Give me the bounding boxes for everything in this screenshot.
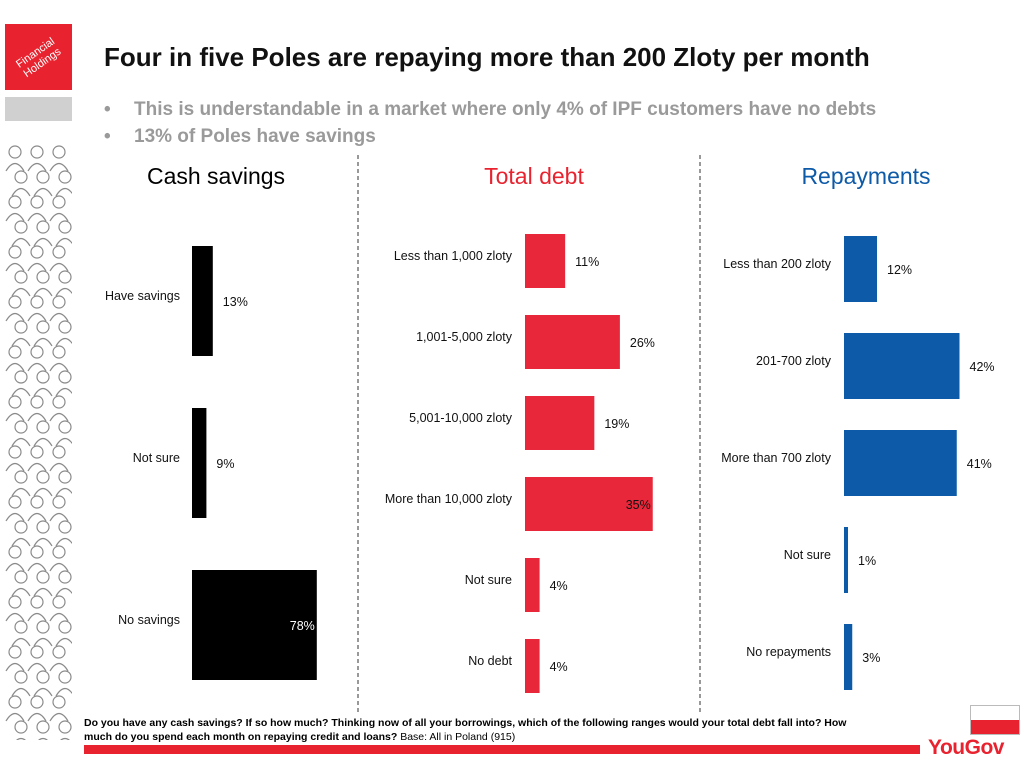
data-label: 26% [630,336,655,350]
bar [192,570,317,680]
bar [844,430,957,496]
data-label: 11% [575,255,599,269]
category-label: 1,001-5,000 zloty [416,330,513,344]
bar [844,333,960,399]
chart-title: Cash savings [147,163,285,189]
bar [525,315,620,369]
category-label: Have savings [105,289,180,303]
category-label: More than 700 zloty [721,451,832,465]
bar [844,236,877,302]
page-title: Four in five Poles are repaying more tha… [104,42,870,72]
bar [192,246,213,356]
category-label: No repayments [746,645,831,659]
category-label: Less than 200 zloty [723,257,831,271]
bar [844,527,848,593]
category-label: No debt [468,654,512,668]
bar [192,408,207,518]
financial-holdings-logo: Financial Holdings [5,24,72,90]
category-label: Not sure [465,573,512,587]
bullet-item: This is understandable in a market where… [104,96,876,123]
data-label: 78% [290,619,315,633]
survey-base: Base: All in Poland (915) [400,731,516,743]
poland-flag-icon [970,705,1020,735]
chart-title: Repayments [801,163,930,189]
bar [525,234,566,288]
logo-strip [5,97,72,121]
bar [525,396,595,450]
category-label: Less than 1,000 zloty [394,249,513,263]
data-label: 13% [223,295,248,309]
bar [525,639,540,693]
chart-title: Total debt [484,163,584,189]
category-label: 5,001-10,000 zloty [409,411,513,425]
crowd-illustration [5,145,72,740]
bar [525,477,653,531]
category-label: Not sure [784,548,831,562]
data-label: 12% [887,263,912,277]
footnote: Do you have any cash savings? If so how … [84,716,854,744]
category-label: No savings [118,613,180,627]
category-label: More than 10,000 zloty [385,492,513,506]
survey-question: Do you have any cash savings? If so how … [84,717,847,743]
bar [525,558,540,612]
data-label: 19% [604,417,629,431]
category-label: Not sure [133,451,180,465]
data-label: 4% [550,579,568,593]
bullet-item: 13% of Poles have savings [104,123,876,150]
data-label: 42% [970,360,995,374]
data-label: 35% [626,498,651,512]
data-label: 9% [216,457,234,471]
bar [844,624,853,690]
data-label: 3% [862,651,880,665]
bullet-list: This is understandable in a market where… [104,96,876,150]
data-label: 4% [550,660,568,674]
data-label: 41% [967,457,992,471]
category-label: 201-700 zloty [756,354,832,368]
footer-bar [84,745,920,754]
yougov-logo: YouGov [928,736,1004,759]
data-label: 1% [858,554,876,568]
